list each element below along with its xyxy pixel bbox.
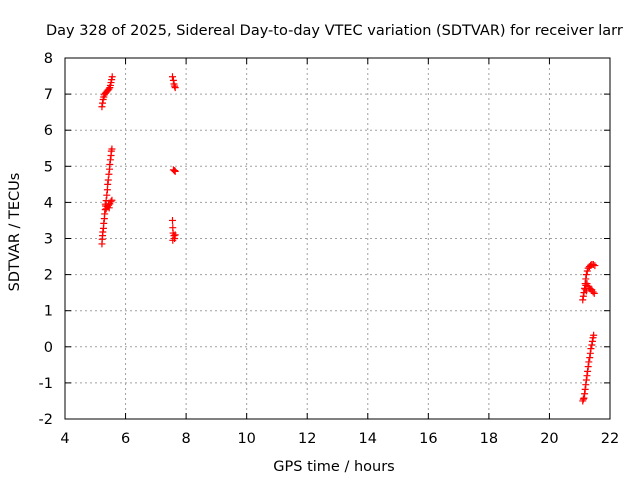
y-tick-label: 7 [44,87,53,103]
data-point [588,341,596,349]
data-point [105,85,113,93]
y-axis-label: SDTVAR / TECUs [7,173,23,292]
grid-lines [65,58,610,419]
x-axis-label: GPS time / hours [273,459,394,475]
data-point [589,288,597,296]
data-point [171,84,179,92]
data-point [585,358,593,366]
y-tick-label: 1 [44,304,53,320]
x-tick-label: 16 [419,431,437,447]
data-point [589,260,597,268]
x-tick-label: 12 [298,431,316,447]
data-point [107,198,115,206]
data-point [587,345,595,353]
data-point [582,271,590,279]
data-point [586,349,594,357]
data-point [580,394,588,402]
y-tick-label: 3 [44,232,53,248]
data-point [581,390,589,398]
data-point [582,376,590,384]
data-point [584,367,592,375]
data-points [98,73,599,405]
x-tick-label: 10 [237,431,255,447]
data-point [582,275,590,283]
data-point [101,210,109,218]
x-tick-label: 4 [60,431,69,447]
axis-ticks [64,57,611,420]
data-point [579,296,587,304]
data-point [106,160,114,168]
data-point [106,156,114,164]
data-point [100,219,108,227]
y-tick-label: 2 [44,268,53,284]
data-point [168,73,176,81]
data-point [99,228,107,236]
chart-title: Day 328 of 2025, Sidereal Day-to-day VTE… [46,23,623,39]
y-tick-label: -2 [39,412,53,428]
y-tick-label: -1 [39,376,53,392]
data-point [169,236,177,244]
data-point [171,167,179,175]
data-point [583,372,591,380]
data-point [584,363,592,371]
data-point [590,331,598,339]
data-point [105,170,113,178]
data-point [579,292,587,300]
data-point [108,196,116,204]
y-tick-label: 8 [44,51,53,67]
data-point [103,191,111,199]
y-tick-labels: -2 -1 0 1 2 3 4 5 6 7 8 [39,51,53,428]
data-point [581,285,589,293]
data-point [101,200,109,208]
y-tick-label: 0 [44,340,53,356]
data-point [169,76,177,84]
data-point [581,385,589,393]
data-point [108,73,116,81]
data-point [171,82,179,90]
data-point [105,204,113,212]
x-tick-label: 22 [601,431,619,447]
data-point [108,145,116,153]
y-tick-label: 5 [44,159,53,175]
data-point [588,337,596,345]
x-tick-label: 18 [480,431,498,447]
y-tick-label: 4 [44,195,53,211]
x-tick-label: 20 [540,431,558,447]
data-point [591,262,599,270]
data-point [590,289,598,297]
x-tick-label: 6 [121,431,130,447]
data-point [168,216,176,224]
data-point [171,231,179,239]
y-tick-label: 6 [44,123,53,139]
x-tick-label: 8 [181,431,190,447]
data-point [98,103,106,111]
data-point [579,395,587,403]
data-point [104,180,112,188]
data-point [99,99,107,107]
data-point [171,167,179,175]
x-tick-label: 14 [359,431,377,447]
data-point [582,381,590,389]
data-point [104,176,112,184]
x-tick-labels: 4 6 8 10 12 14 16 18 20 22 [60,431,619,447]
data-point [586,354,594,362]
